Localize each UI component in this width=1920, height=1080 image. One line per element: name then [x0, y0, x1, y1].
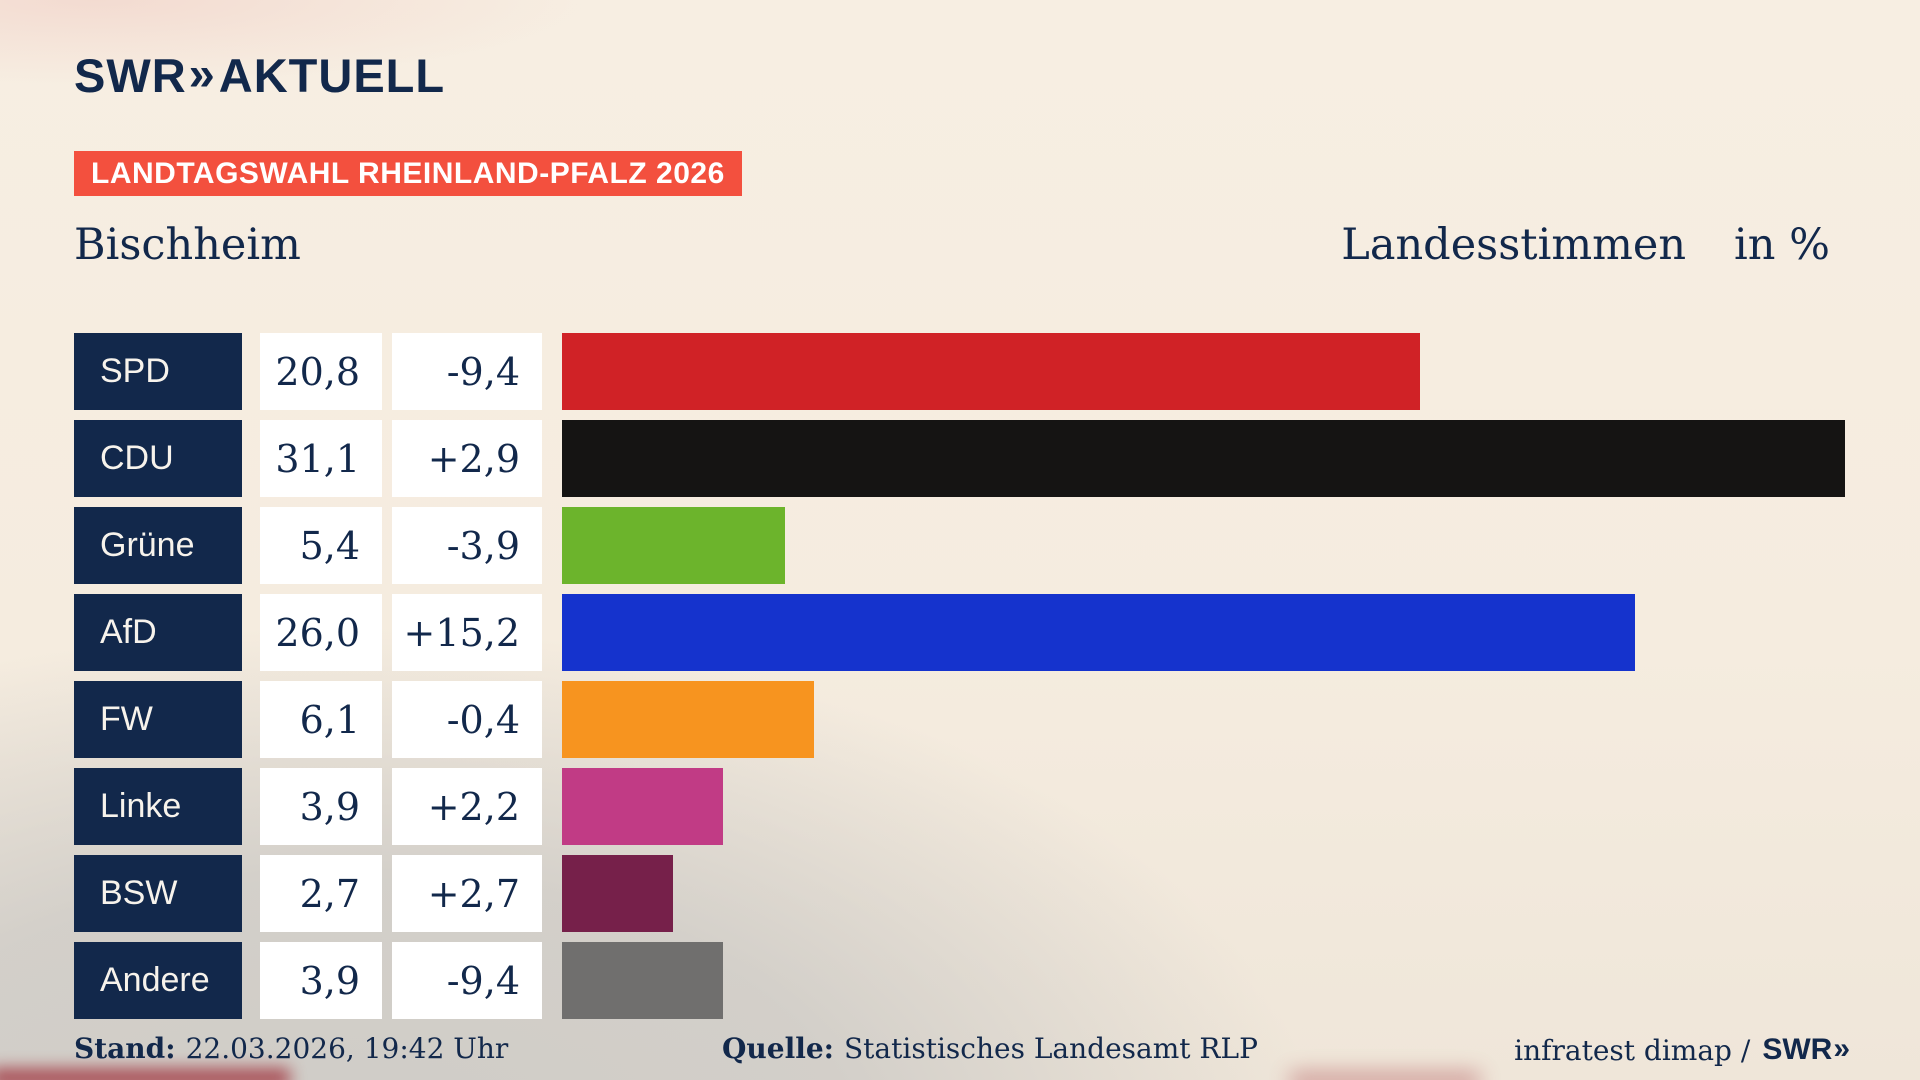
swr-aktuell-logo: SWR » AKTUELL: [74, 50, 445, 101]
value-label: 3,9: [260, 942, 382, 1019]
measure-title: Landesstimmen in %: [1341, 220, 1830, 272]
result-bar: [562, 507, 785, 584]
result-row: BSW 2,7 +2,7: [74, 855, 1845, 932]
bar-area: [562, 333, 1845, 410]
value-label: 31,1: [260, 420, 382, 497]
bar-area: [562, 942, 1845, 1019]
result-row: SPD 20,8 -9,4: [74, 333, 1845, 410]
chart-rows: SPD 20,8 -9,4 CDU 31,1 +2,9 Grüne 5,4 -3,9 AfD 26,…: [74, 333, 1845, 1019]
change-label: -9,4: [392, 333, 542, 410]
party-label: AfD: [74, 594, 242, 671]
result-row: Grüne 5,4 -3,9: [74, 507, 1845, 584]
credit-note: infratest dimap / SWR »: [1514, 1032, 1850, 1068]
change-label: -3,9: [392, 507, 542, 584]
result-bar: [562, 594, 1635, 671]
background-photo-artifact: [1290, 1072, 1480, 1080]
value-label: 26,0: [260, 594, 382, 671]
logo-suffix-text: AKTUELL: [218, 49, 446, 102]
party-label: FW: [74, 681, 242, 758]
change-label: -9,4: [392, 942, 542, 1019]
change-label: +2,2: [392, 768, 542, 845]
value-label: 3,9: [260, 768, 382, 845]
result-bar: [562, 681, 814, 758]
value-label: 5,4: [260, 507, 382, 584]
source-value: Statistisches Landesamt RLP: [844, 1032, 1258, 1065]
credit-text: infratest dimap /: [1514, 1033, 1751, 1067]
region-title: Bischheim: [74, 220, 301, 270]
timestamp-label: Stand:: [74, 1032, 176, 1065]
double-chevron-icon: »: [188, 47, 215, 100]
logo-brand-text: SWR: [74, 49, 187, 102]
bar-area: [562, 855, 1845, 932]
timestamp-note: Stand: 22.03.2026, 19:42 Uhr: [74, 1032, 508, 1065]
swr-logo-small: SWR »: [1762, 1032, 1850, 1068]
party-label: SPD: [74, 333, 242, 410]
result-bar: [562, 768, 723, 845]
result-row: CDU 31,1 +2,9: [74, 420, 1845, 497]
background-photo-artifact: [0, 1068, 290, 1080]
result-bar: [562, 420, 1845, 497]
result-bar: [562, 333, 1420, 410]
party-label: Grüne: [74, 507, 242, 584]
results-bar-chart: SPD 20,8 -9,4 CDU 31,1 +2,9 Grüne 5,4 -3,9 AfD 26,…: [74, 333, 1845, 1029]
measure-title-text: Landesstimmen: [1341, 220, 1687, 270]
bar-area: [562, 681, 1845, 758]
party-label: Andere: [74, 942, 242, 1019]
result-row: Linke 3,9 +2,2: [74, 768, 1845, 845]
bar-area: [562, 507, 1845, 584]
bar-area: [562, 768, 1845, 845]
result-row: FW 6,1 -0,4: [74, 681, 1845, 758]
change-label: +2,7: [392, 855, 542, 932]
change-label: -0,4: [392, 681, 542, 758]
value-label: 20,8: [260, 333, 382, 410]
double-chevron-icon: »: [1833, 1032, 1850, 1065]
unit-label: in %: [1734, 220, 1830, 270]
party-label: Linke: [74, 768, 242, 845]
party-label: CDU: [74, 420, 242, 497]
credit-brand-text: SWR: [1762, 1033, 1833, 1066]
change-label: +15,2: [392, 594, 542, 671]
election-title-banner: LANDTAGSWAHL RHEINLAND-PFALZ 2026: [74, 151, 742, 196]
value-label: 6,1: [260, 681, 382, 758]
result-row: Andere 3,9 -9,4: [74, 942, 1845, 1019]
result-row: AfD 26,0 +15,2: [74, 594, 1845, 671]
party-label: BSW: [74, 855, 242, 932]
source-note: Quelle: Statistisches Landesamt RLP: [722, 1032, 1258, 1065]
change-label: +2,9: [392, 420, 542, 497]
result-bar: [562, 942, 723, 1019]
value-label: 2,7: [260, 855, 382, 932]
source-label: Quelle:: [722, 1032, 834, 1065]
timestamp-value: 22.03.2026, 19:42 Uhr: [185, 1032, 509, 1065]
result-bar: [562, 855, 673, 932]
bar-area: [562, 594, 1845, 671]
bar-area: [562, 420, 1845, 497]
